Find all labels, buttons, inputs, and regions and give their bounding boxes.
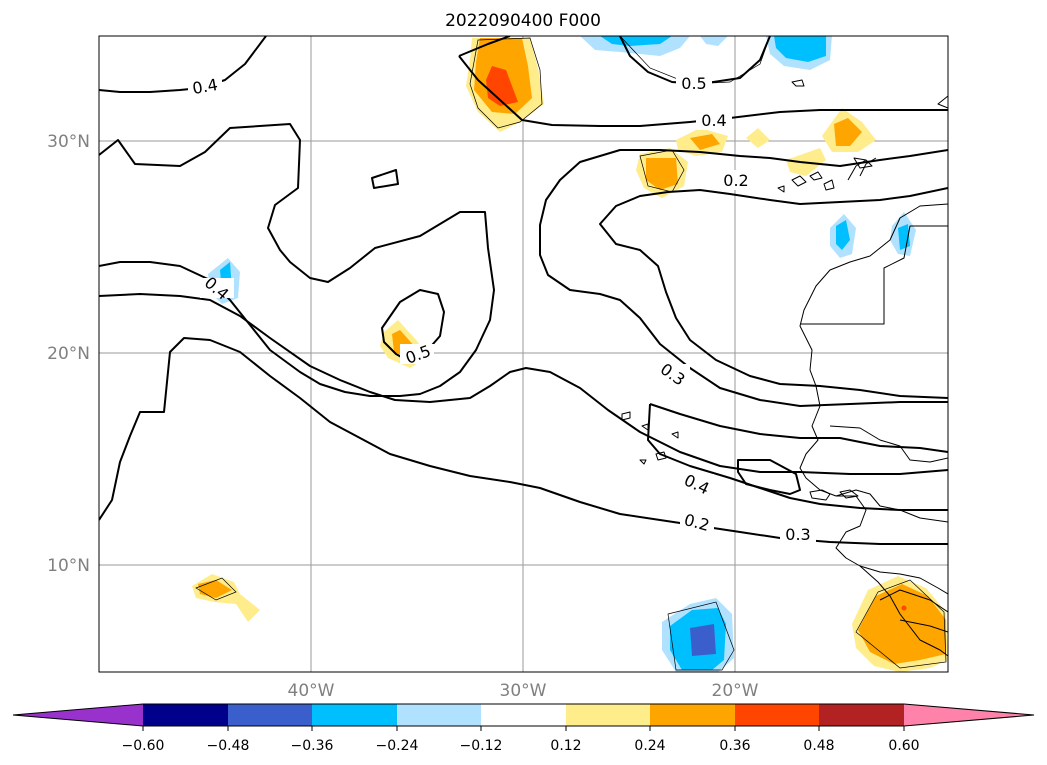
coast-border-5 <box>879 589 948 613</box>
colorbar-extend-max <box>904 704 1034 726</box>
contour-04-east <box>539 149 948 407</box>
contour-05-north <box>458 55 948 127</box>
contour-labels: 0.4 0.5 0.4 0.2 0.4 0.5 0.3 0.4 0.2 0.3 <box>188 72 816 544</box>
colorbar-bin <box>735 704 819 726</box>
longitude-labels: 40°W 30°W 20°W <box>288 681 759 701</box>
contour-03-west <box>99 293 948 475</box>
coast-border-3 <box>835 489 948 523</box>
coast-border-6 <box>899 619 948 633</box>
coast-border-2 <box>829 425 948 463</box>
contour-bottom-lobe <box>737 459 801 495</box>
colorbar-tick-label: −0.48 <box>207 738 250 754</box>
colorbar-tick-label: −0.60 <box>122 738 165 754</box>
latitude-labels: 30°N 20°N 10°N <box>47 132 90 576</box>
coast-islands-capeverde <box>621 411 679 465</box>
contour-04-mid <box>99 123 495 397</box>
contour-05-top <box>458 36 511 57</box>
lon-label: 20°W <box>712 681 759 701</box>
colorbar-bin <box>566 704 650 726</box>
coast-islands-misc <box>791 79 859 501</box>
contour-label: 0.4 <box>701 111 726 130</box>
colorbar-bin <box>397 704 481 726</box>
colorbar-tick-label: −0.36 <box>291 738 334 754</box>
map-frame <box>98 35 949 673</box>
contour-small-loop-2 <box>371 169 399 189</box>
coastlines <box>621 79 948 657</box>
contour-03-east <box>649 403 948 453</box>
contour-02-east <box>599 187 948 399</box>
coast-border-1 <box>800 225 948 325</box>
coast-africa <box>799 203 948 595</box>
coast-northeast <box>847 95 948 181</box>
colorbar: −0.60 −0.48 −0.36 −0.24 −0.12 0.12 0.24 … <box>12 703 1035 754</box>
lon-label: 40°W <box>288 681 335 701</box>
colorbar-bin <box>650 704 735 726</box>
colorbar-bin <box>819 704 904 726</box>
colorbar-tick-label: 0.36 <box>719 738 750 754</box>
coast-islands-canary <box>777 157 873 193</box>
coast-border-4 <box>859 565 948 657</box>
colorbar-bin <box>228 704 312 726</box>
graticule <box>99 36 948 672</box>
lon-label: 30°W <box>500 681 547 701</box>
contour-label: 0.2 <box>723 171 748 190</box>
colorbar-tick-label: 0.48 <box>803 738 834 754</box>
colorbar-tick-labels: −0.60 −0.48 −0.36 −0.24 −0.12 0.12 0.24 … <box>122 738 920 754</box>
lat-label: 30°N <box>47 132 90 152</box>
colorbar-tick-label: −0.24 <box>376 738 419 754</box>
lat-label: 20°N <box>47 344 90 364</box>
contour-label: 0.5 <box>681 74 706 93</box>
colorbar-ticks <box>142 726 905 731</box>
colorbar-tick-label: 0.12 <box>550 738 581 754</box>
map-title: 2022090400 F000 <box>445 11 601 31</box>
colorbar-tick-label: −0.12 <box>460 738 503 754</box>
colorbar-extend-min <box>13 704 143 726</box>
map-plot-area: 0.4 0.5 0.4 0.2 0.4 0.5 0.3 0.4 0.2 0.3 <box>99 36 948 672</box>
contour-02-west <box>99 337 948 545</box>
colorbar-bin <box>481 704 566 726</box>
contour-label: 0.3 <box>785 525 810 544</box>
contour-label: 0.4 <box>191 75 219 98</box>
colorbar-bin <box>312 704 397 726</box>
contour-small-loop-1 <box>381 289 445 363</box>
colorbar-tick-label: 0.60 <box>888 738 919 754</box>
colorbar-bin <box>143 704 228 726</box>
lat-label: 10°N <box>47 556 90 576</box>
colorbar-tick-label: 0.24 <box>634 738 665 754</box>
shaded-field <box>192 36 948 672</box>
